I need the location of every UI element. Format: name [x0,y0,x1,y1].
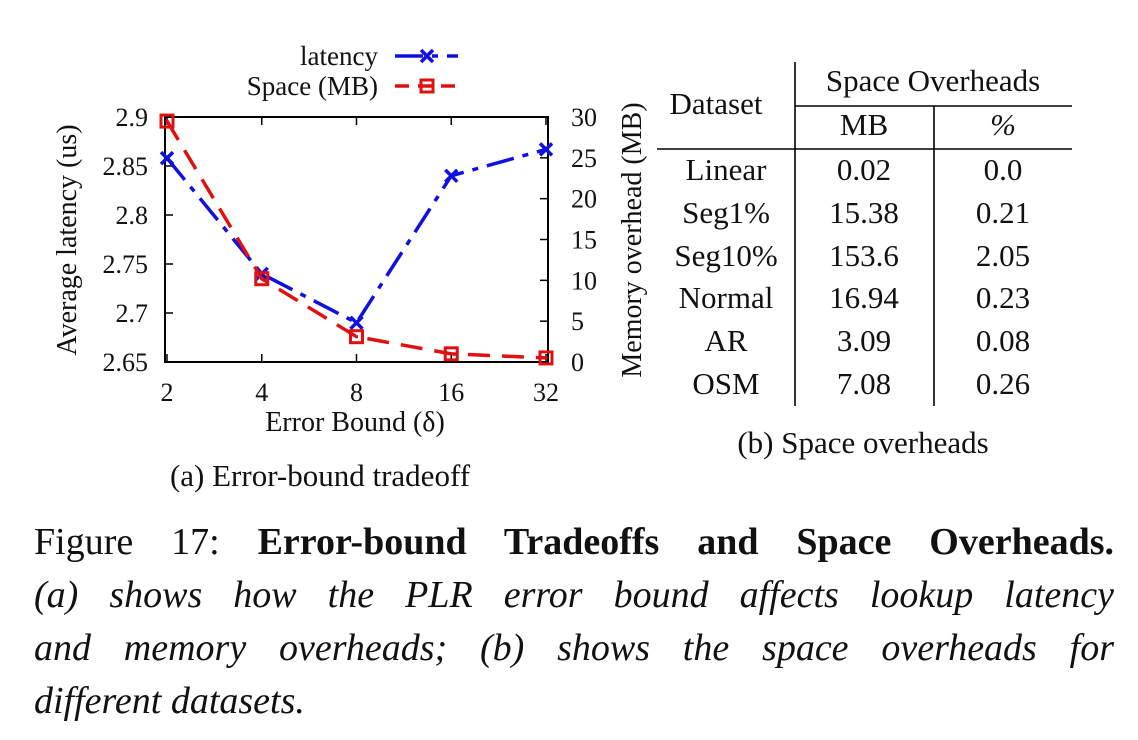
table-cell-dataset: Seg10% [674,238,777,273]
table-row: OSM 7.08 0.26 [692,366,1030,401]
marker-stroke [538,142,554,157]
latency-line [165,147,547,326]
y-axis-ticks: 2.65 2.7 2.75 2.8 2.85 2.9 [103,103,173,377]
x-tick-label: 2 [161,378,174,407]
table-cell-mb: 3.09 [837,323,891,358]
caption-title: Error-bound Tradeoffs and Space Overhead… [257,521,1114,563]
y2-tick-label: 5 [571,307,584,336]
space-overheads-table: Dataset Space Overheads MB % Linear 0.02 0… [657,62,1072,460]
legend-marker-space [419,78,435,94]
caption-line-3: different datasets. [34,680,305,722]
marker-dot [260,277,264,281]
legend-label-space: Space (MB) [247,71,378,101]
marker-dot [449,352,453,356]
latency-point [159,150,175,166]
table-cell-pct: 0.26 [976,366,1030,401]
table-cell-mb: 16.94 [829,280,899,315]
y2-axis-ticks: 0 5 10 15 20 25 30 [540,103,597,377]
y2-tick-label: 15 [571,226,597,255]
figure-canvas: 2 4 8 16 32 2.65 2.7 2.75 2.8 2.85 2.9 0 5 10 15 20 25… [52,41,1072,493]
table-row: Normal 16.94 0.23 [679,280,1030,315]
space-point [538,350,554,366]
table-cell-pct: 0.0 [984,152,1023,187]
y2-axis-label: Memory overhead (MB) [617,102,648,377]
x-tick-label: 4 [255,378,268,407]
space-point [349,329,364,345]
marker-square [254,271,270,287]
marker-dot [425,84,429,88]
table-cell-pct: 0.21 [976,195,1030,230]
y2-tick-label: 20 [571,185,597,214]
caption-line-2: and memory overheads; (b) shows the spac… [34,627,1114,669]
marker-square [419,78,435,94]
x-axis-ticks: 2 4 8 16 32 [161,117,559,407]
marker-square [159,113,175,129]
error-bound-chart: 2 4 8 16 32 2.65 2.7 2.75 2.8 2.85 2.9 0 5 10 15 20 25… [52,41,648,493]
table-body: Linear 0.02 0.0 Seg1% 15.38 0.21 Seg10% 153.6 2.… [674,152,1030,401]
table-row: AR 3.09 0.08 [704,323,1030,358]
table-cell-mb: 7.08 [837,366,891,401]
y2-tick-label: 25 [571,144,597,173]
table-cell-dataset: Normal [679,280,774,315]
table-row: Seg10% 153.6 2.05 [674,238,1030,273]
space-line [165,120,547,360]
marker-square [349,329,364,345]
caption-label: Figure 17: [34,521,220,563]
table-cell-dataset: AR [704,323,747,358]
table-cell-pct: 0.23 [976,280,1030,315]
latency-point [444,168,459,184]
table-header-pct: % [990,107,1016,142]
table-cell-dataset: OSM [692,366,759,401]
legend-marker-latency [419,48,435,64]
y-tick-label: 2.7 [116,299,149,328]
marker-square [443,346,459,362]
table-header-group: Space Overheads [826,63,1040,98]
marker-stroke [159,150,175,166]
series-layer [159,113,554,366]
x-axis-label: Error Bound (δ) [265,407,445,438]
space-point [443,346,459,362]
y-tick-label: 2.75 [103,250,149,279]
marker-stroke [419,48,435,64]
table-header-mb: MB [840,107,888,142]
y-tick-label: 2.8 [116,201,149,230]
latency-point [538,142,554,157]
table-cell-mb: 15.38 [829,195,899,230]
y-tick-label: 2.65 [103,348,149,377]
table-cell-mb: 0.02 [837,152,891,187]
table-cell-pct: 0.08 [976,323,1030,358]
subcaption-b: (b) Space overheads [737,425,988,460]
table-row: Seg1% 15.38 0.21 [682,195,1030,230]
caption-heading: Figure 17: Error-bound Tradeoffs and Spa… [34,516,1114,569]
table-row: Linear 0.02 0.0 [686,152,1023,187]
table-cell-mb: 153.6 [829,238,899,273]
figure-caption: Figure 17: Error-bound Tradeoffs and Spa… [34,516,1114,728]
space-point [159,113,175,129]
caption-line-1: (a) shows how the PLR error bound affect… [34,574,1114,616]
y-tick-label: 2.85 [103,152,149,181]
table-cell-pct: 2.05 [976,238,1030,273]
subcaption-a: (a) Error-bound tradeoff [170,458,471,493]
y2-tick-label: 0 [571,348,584,377]
x-tick-label: 32 [533,378,559,407]
table-cell-dataset: Seg1% [682,195,770,230]
table-cell-dataset: Linear [686,152,768,187]
x-tick-label: 16 [438,378,464,407]
marker-dot [165,119,169,123]
marker-stroke [444,168,459,184]
y2-tick-label: 10 [571,266,597,295]
y2-tick-label: 30 [571,103,597,132]
marker-stroke [349,315,364,331]
x-tick-label: 8 [350,378,363,407]
marker-dot [544,356,548,360]
space-point [254,271,270,287]
marker-square [538,350,554,366]
marker-dot [355,335,358,339]
y-tick-label: 2.9 [116,103,149,132]
legend-label-latency: latency [300,41,378,71]
latency-point [349,315,364,331]
table-header-dataset: Dataset [670,86,763,121]
y-axis-label: Average latency (us) [52,124,83,355]
